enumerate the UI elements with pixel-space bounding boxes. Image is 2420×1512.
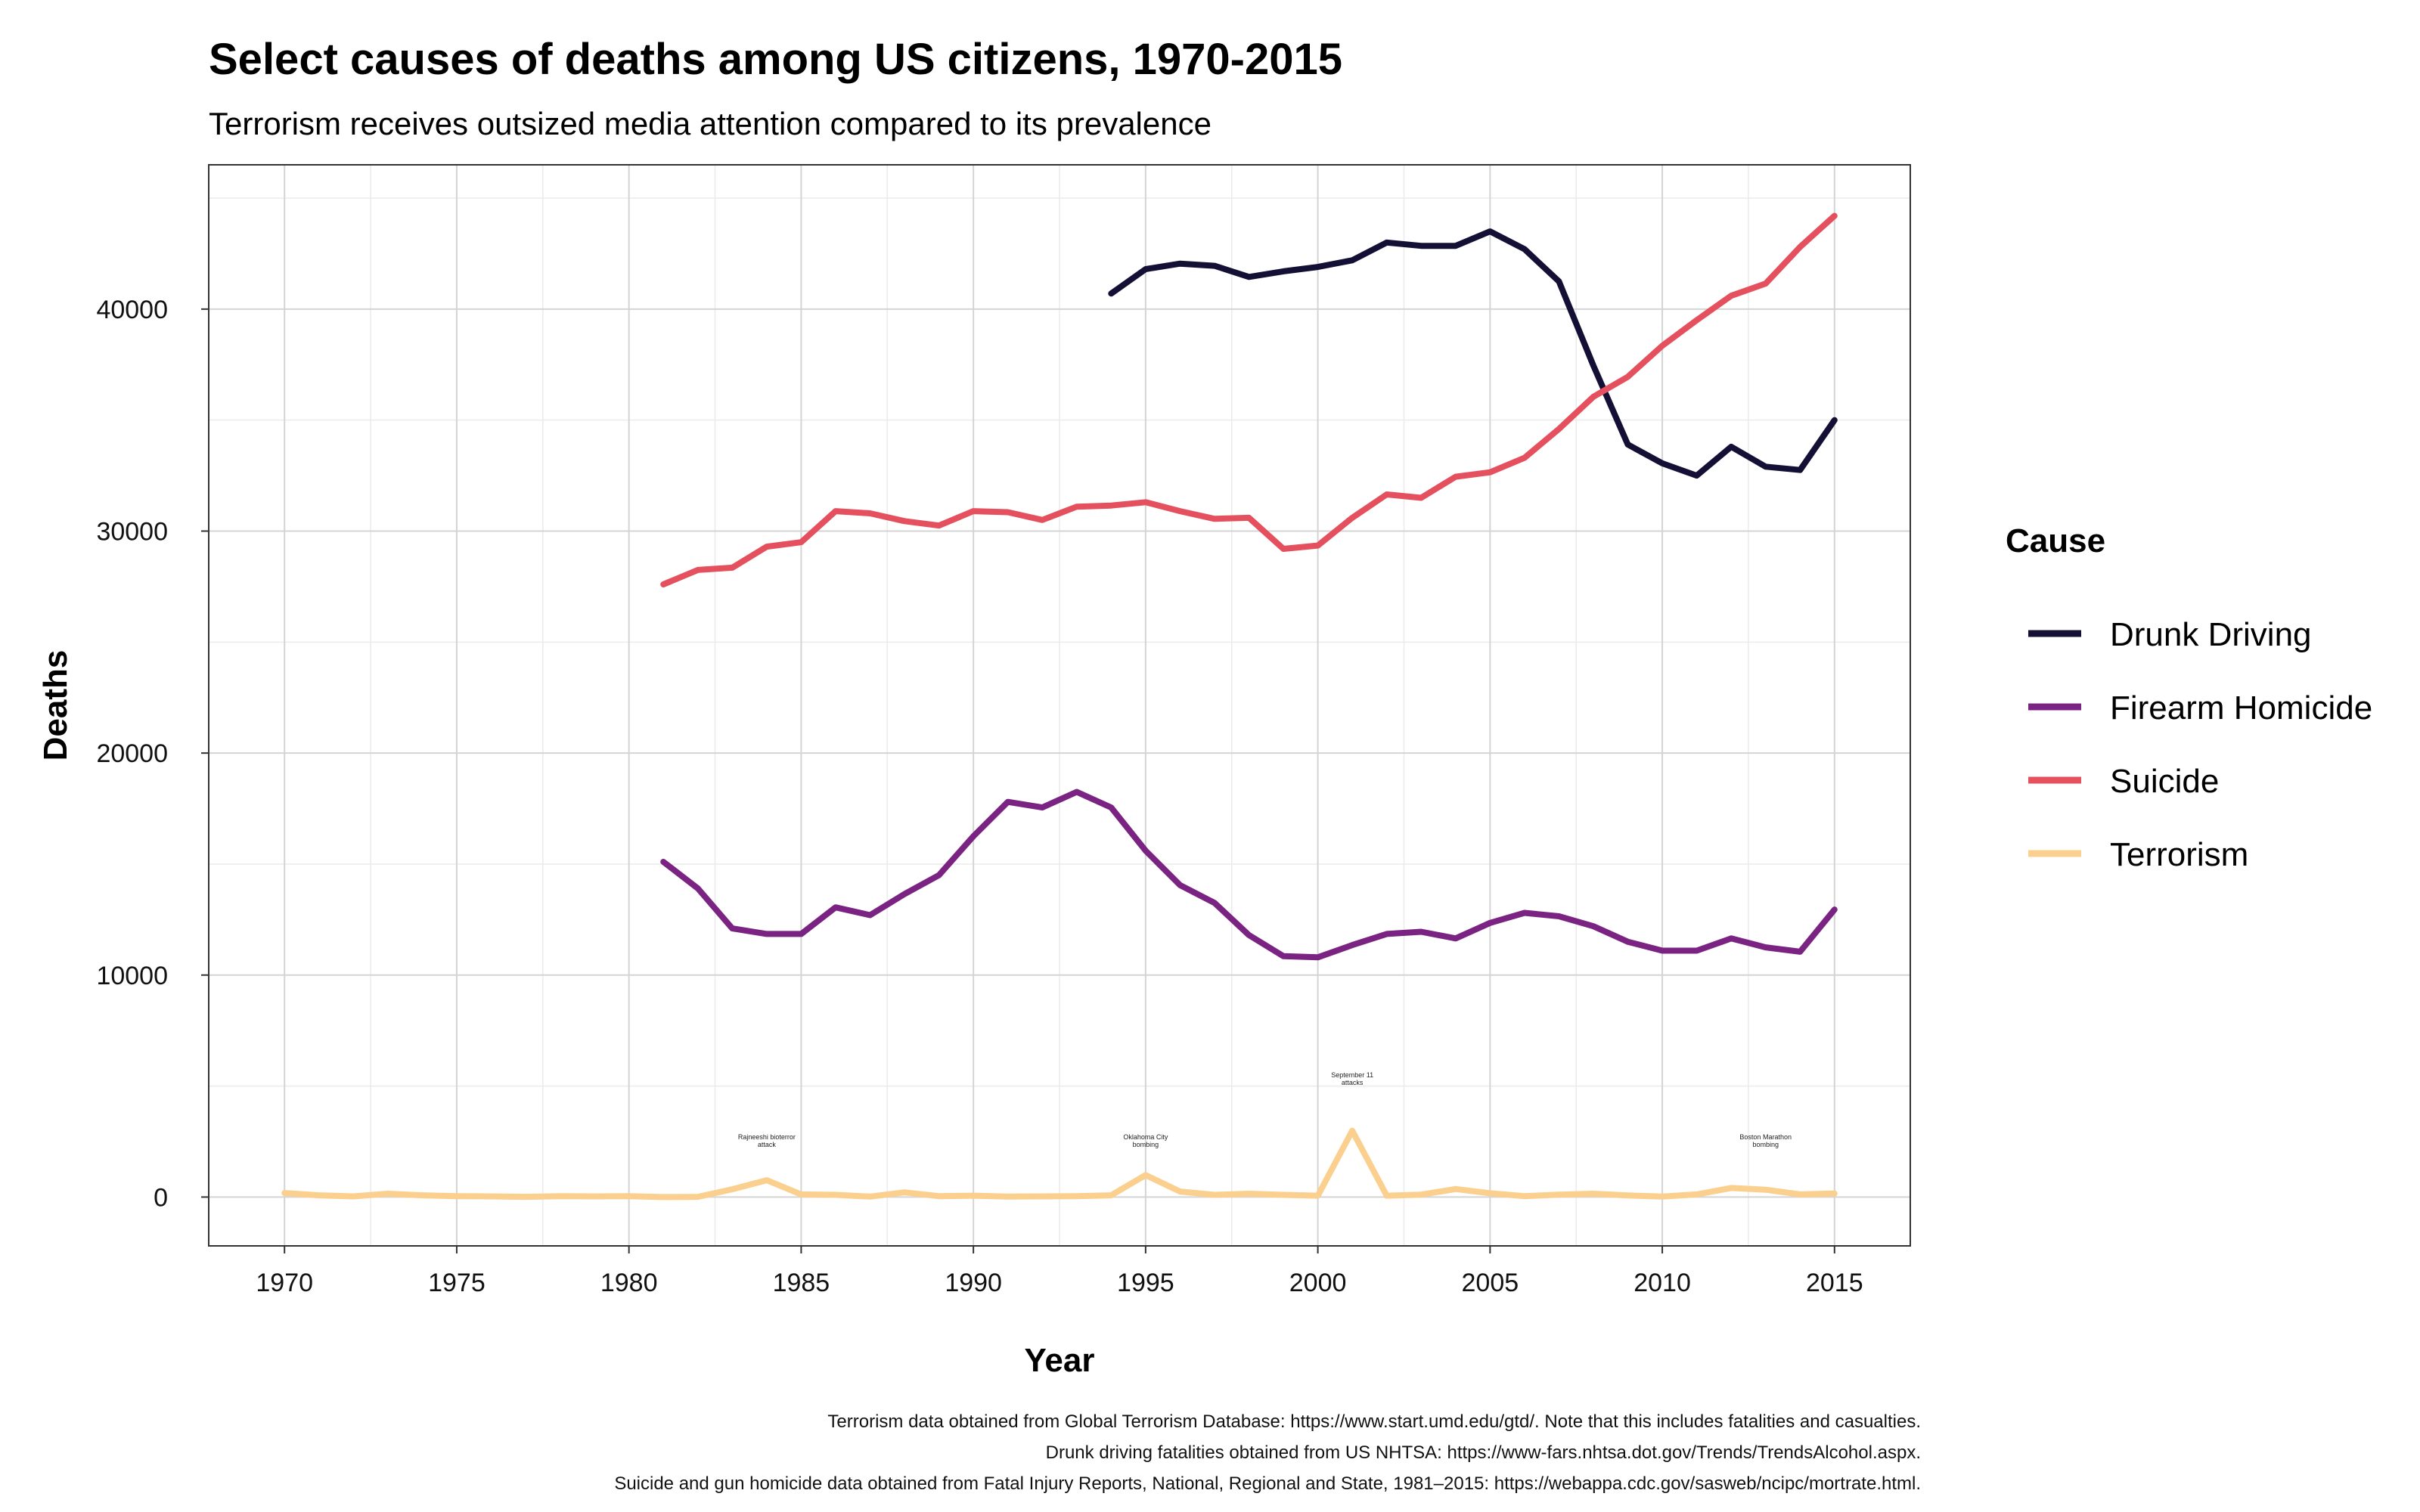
x-tick-label: 1975 xyxy=(428,1269,486,1297)
series-lines xyxy=(281,212,1838,1201)
y-axis-title: Deaths xyxy=(37,650,74,761)
legend: Cause Drunk Driving Firearm Homicide Suici… xyxy=(2006,522,2372,873)
source-caption: Drunk driving fatalities obtained from U… xyxy=(1046,1442,1921,1463)
source-caption: Terrorism data obtained from Global Terr… xyxy=(827,1411,1921,1432)
x-tick-label: 1970 xyxy=(256,1269,313,1297)
x-tick-label: 1985 xyxy=(773,1269,830,1297)
y-axis: 0 10000 20000 30000 40000 xyxy=(96,296,209,1212)
legend-label: Suicide xyxy=(2110,763,2219,800)
x-tick-label: 1990 xyxy=(945,1269,1002,1297)
legend-label: Firearm Homicide xyxy=(2110,689,2372,727)
x-tick-label: 1995 xyxy=(1117,1269,1174,1297)
x-tick-label: 1980 xyxy=(600,1269,658,1297)
grid xyxy=(209,165,1910,1246)
y-tick-label: 20000 xyxy=(96,739,168,768)
annotations: Rajneeshi bioterror attack Oklahoma City bo… xyxy=(738,1071,1792,1148)
series-line-terrorism xyxy=(281,1127,1838,1201)
x-axis-title: Year xyxy=(1025,1342,1095,1379)
series-line-suicide xyxy=(660,212,1838,587)
x-tick-label: 2010 xyxy=(1634,1269,1691,1297)
series-line-firearm-homicide xyxy=(660,789,1838,961)
event-annotation: Boston Marathon bombing xyxy=(1739,1133,1792,1148)
event-annotation: Oklahoma City bombing xyxy=(1123,1133,1168,1148)
source-caption: Suicide and gun homicide data obtained f… xyxy=(614,1473,1921,1494)
event-annotation: Rajneeshi bioterror attack xyxy=(738,1133,796,1148)
chart-subtitle: Terrorism receives outsized media attent… xyxy=(209,106,1212,141)
plot-border xyxy=(208,164,1911,1247)
legend-items: Drunk Driving Firearm Homicide Suicide Terr… xyxy=(2028,616,2372,873)
chart-title: Select causes of deaths among US citizen… xyxy=(209,35,1342,84)
x-tick-label: 2005 xyxy=(1462,1269,1519,1297)
y-tick-label: 30000 xyxy=(96,517,168,546)
x-tick-label: 2000 xyxy=(1289,1269,1347,1297)
x-tick-label: 2015 xyxy=(1806,1269,1863,1297)
event-annotation: September 11 attacks xyxy=(1331,1071,1373,1086)
x-axis: 1970 1975 1980 1985 1990 1995 2000 2005 2010 2015 xyxy=(256,1246,1863,1297)
legend-label: Terrorism xyxy=(2110,836,2248,873)
y-tick-label: 10000 xyxy=(96,962,168,990)
captions: Terrorism data obtained from Global Terr… xyxy=(614,1411,1921,1494)
series-line-drunk-driving xyxy=(1108,228,1838,479)
y-tick-label: 40000 xyxy=(96,296,168,324)
plot-area: Rajneeshi bioterror attack Oklahoma City bo… xyxy=(208,164,1911,1247)
y-tick-label: 0 xyxy=(154,1183,168,1212)
legend-title: Cause xyxy=(2006,522,2105,559)
legend-label: Drunk Driving xyxy=(2110,616,2312,653)
